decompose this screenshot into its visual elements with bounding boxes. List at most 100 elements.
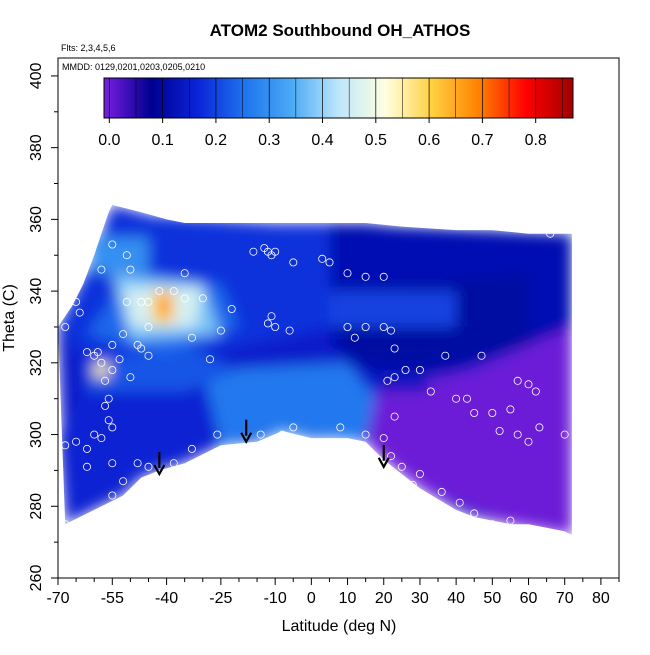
sample-marker	[401, 365, 410, 374]
heatmap-blur-group	[58, 205, 572, 535]
plot-frame	[57, 57, 620, 579]
sample-marker	[379, 322, 388, 331]
sample-marker	[93, 348, 102, 357]
sample-marker	[108, 340, 117, 349]
sample-marker	[386, 326, 395, 335]
x-tick-label: 0	[307, 590, 316, 607]
sample-marker	[318, 254, 327, 263]
colorbar-tick-label: 0.1	[152, 132, 174, 149]
tropopause-arrow	[377, 444, 390, 470]
sample-marker	[137, 344, 146, 353]
x-tick-label: 70	[556, 590, 574, 607]
x-tick-label: -55	[101, 590, 124, 607]
arrow-head	[377, 457, 390, 470]
heatmap-region	[87, 237, 149, 274]
sample-marker	[187, 444, 196, 453]
sample-marker	[390, 373, 399, 382]
colorbar-bar	[103, 77, 574, 119]
sample-marker	[108, 423, 117, 432]
x-tick-label: -25	[209, 590, 232, 607]
sample-marker	[524, 380, 533, 389]
sample-marker	[477, 351, 486, 360]
colorbar-tick-label: 0.5	[365, 132, 387, 149]
y-tick-label: 380	[28, 134, 45, 161]
sample-markers	[61, 229, 569, 529]
heatmap-region	[94, 362, 109, 378]
sample-marker	[452, 394, 461, 403]
sample-marker	[61, 322, 70, 331]
sample-marker	[115, 355, 124, 364]
y-tick-label: 280	[28, 493, 45, 520]
sample-marker	[198, 294, 207, 303]
sample-marker	[104, 416, 113, 425]
x-tick-label: 60	[520, 590, 538, 607]
heatmap-region	[159, 294, 171, 317]
y-tick-label: 360	[28, 206, 45, 233]
sample-marker	[90, 430, 99, 439]
sample-marker	[83, 348, 92, 357]
sample-marker	[361, 272, 370, 281]
x-tick-label: -40	[155, 590, 178, 607]
sample-marker	[289, 423, 298, 432]
sample-marker	[495, 426, 504, 435]
sample-marker	[289, 258, 298, 267]
sample-marker	[470, 408, 479, 417]
sample-marker	[379, 434, 388, 443]
x-tick-label: 20	[375, 590, 393, 607]
sample-marker	[216, 326, 225, 335]
chart-title: ATOM2 Southbound OH_ATHOS	[210, 21, 471, 40]
colorbar-tick-label: 0.8	[525, 132, 547, 149]
sample-marker	[437, 487, 446, 496]
heatmap-field	[58, 205, 572, 535]
colorbar-tick-label: 0.0	[98, 132, 120, 149]
sample-marker	[470, 509, 479, 518]
heatmap-region	[202, 362, 377, 446]
heatmap-region	[383, 370, 428, 392]
sample-marker	[104, 394, 113, 403]
y-tick-label: 260	[28, 565, 45, 592]
heatmap-region	[87, 344, 239, 392]
sample-marker	[426, 387, 435, 396]
sample-marker	[506, 516, 515, 525]
arrow-head	[153, 464, 166, 477]
y-tick-label: 300	[28, 421, 45, 448]
sample-marker	[513, 430, 522, 439]
sample-marker	[72, 297, 81, 306]
colorbar-tick-label: 0.2	[205, 132, 227, 149]
sample-marker	[101, 376, 110, 385]
sample-marker	[133, 459, 142, 468]
colorbar-tick-label: 0.7	[471, 132, 493, 149]
sample-marker	[169, 459, 178, 468]
sample-marker	[560, 430, 569, 439]
sample-marker	[267, 312, 276, 321]
sample-marker	[83, 462, 92, 471]
arrow-head	[240, 432, 253, 444]
sample-marker	[263, 319, 272, 328]
tropopause-arrow	[240, 419, 253, 444]
heatmap-region	[329, 291, 457, 327]
sample-marker	[72, 437, 81, 446]
y-axis: 260 280 300 320 340 360 380 400	[28, 62, 58, 591]
sample-marker	[97, 265, 106, 274]
colorbar-tick-label: 0.4	[311, 132, 333, 149]
sample-marker	[415, 469, 424, 478]
colorbar-tick-label: 0.3	[258, 132, 280, 149]
y-tick-label: 400	[28, 62, 45, 89]
sample-marker	[227, 304, 236, 313]
sample-marker	[361, 430, 370, 439]
y-tick-label: 340	[28, 278, 45, 305]
colorbar-tick-label: 0.6	[418, 132, 440, 149]
sample-marker	[122, 297, 131, 306]
sample-marker	[97, 358, 106, 367]
sample-marker	[144, 297, 153, 306]
sample-marker	[441, 351, 450, 360]
sample-marker	[83, 444, 92, 453]
sample-marker	[119, 477, 128, 486]
sample-marker	[343, 322, 352, 331]
sample-marker	[488, 408, 497, 417]
sample-marker	[278, 430, 287, 439]
x-tick-label: 10	[339, 590, 357, 607]
sample-marker	[249, 247, 258, 256]
tropopause-arrow	[153, 452, 166, 477]
